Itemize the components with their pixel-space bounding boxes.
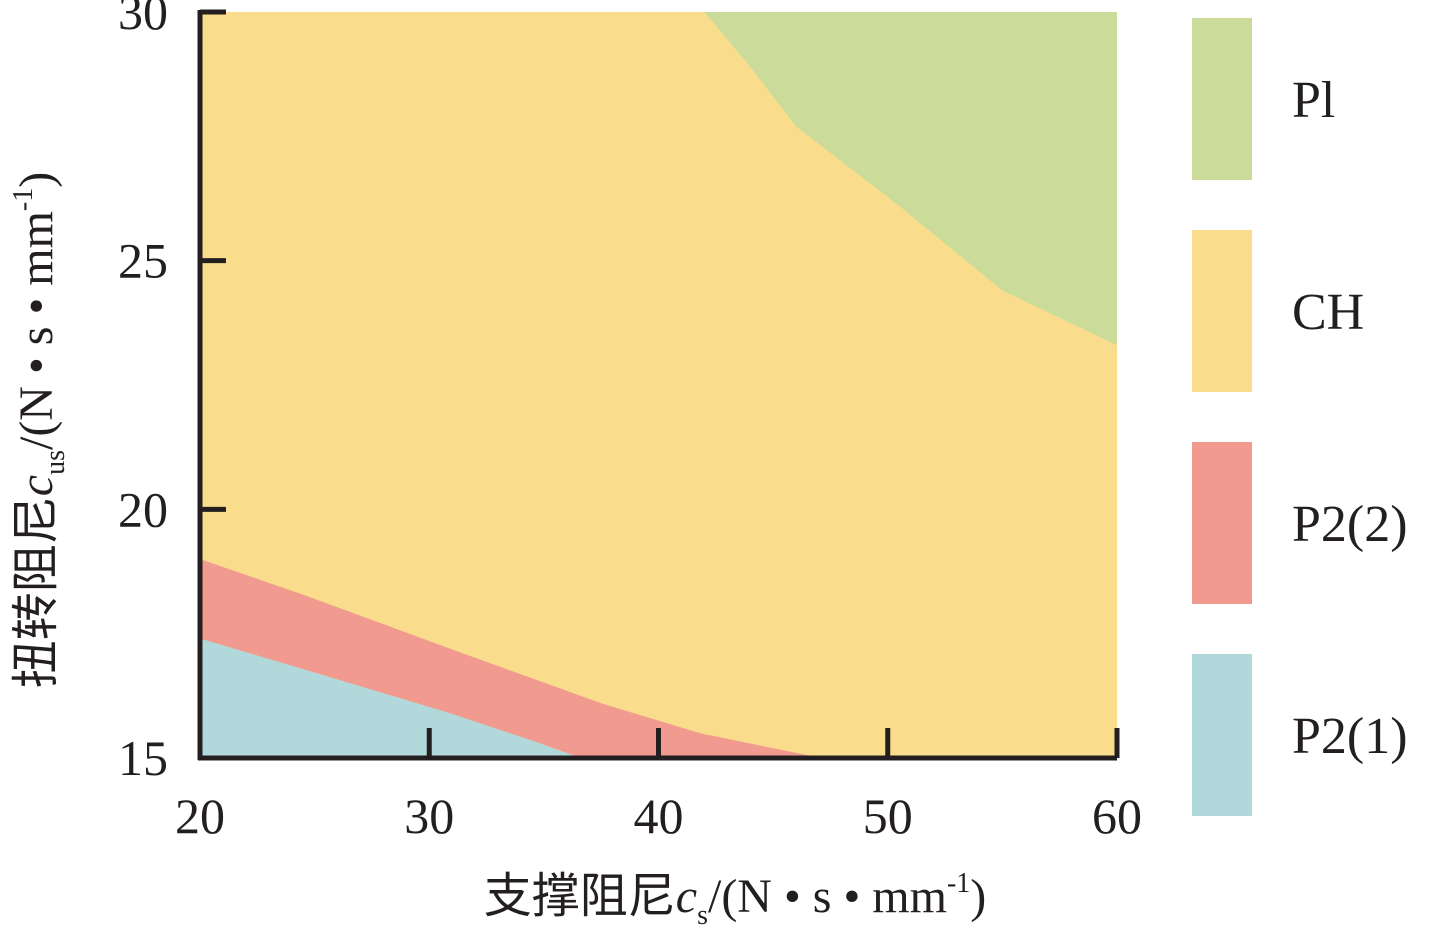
legend-swatch — [1192, 230, 1252, 392]
x-label-part: c — [676, 870, 697, 923]
legend-swatch — [1192, 654, 1252, 816]
x-tick-label: 30 — [404, 788, 454, 844]
legend-label: CH — [1292, 284, 1364, 341]
y-tick-label: 30 — [118, 0, 168, 40]
y-tick-label: 25 — [118, 233, 168, 289]
plot-area — [200, 12, 1117, 758]
legend-label: P2(2) — [1292, 496, 1408, 553]
x-label-part: -1 — [947, 868, 970, 899]
region — [200, 559, 822, 758]
y-axis-label: 扭转阻尼cus/(N • s • mm-1) — [8, 172, 71, 689]
x-label-part: /(N • s • mm — [708, 870, 947, 923]
y-label-part: -1 — [8, 188, 39, 211]
x-label-part: 支撑阻尼 — [484, 870, 676, 923]
x-tick-label: 20 — [175, 788, 225, 844]
y-label-part: 扭转阻尼 — [10, 496, 63, 688]
y-label-part: /(N • s • mm — [10, 211, 63, 450]
legend-swatch — [1192, 442, 1252, 604]
x-label-part: s — [697, 900, 708, 927]
region — [200, 638, 581, 758]
x-tick-label: 40 — [634, 788, 684, 844]
x-tick-label: 60 — [1092, 788, 1142, 844]
y-label-part: ) — [10, 172, 63, 188]
region — [704, 12, 1117, 346]
x-label-part: ) — [970, 870, 986, 923]
x-tick-label: 50 — [863, 788, 913, 844]
legend-label: P2(1) — [1292, 708, 1408, 765]
legend-swatch — [1192, 18, 1252, 180]
y-label-part: c — [10, 475, 63, 496]
legend-label: Pl — [1292, 72, 1335, 129]
x-axis-label: 支撑阻尼cs/(N • s • mm-1) — [484, 868, 987, 927]
y-tick-label: 20 — [118, 481, 168, 537]
y-tick-label: 15 — [118, 730, 168, 786]
y-label-part: us — [40, 450, 71, 475]
region — [200, 12, 1117, 758]
